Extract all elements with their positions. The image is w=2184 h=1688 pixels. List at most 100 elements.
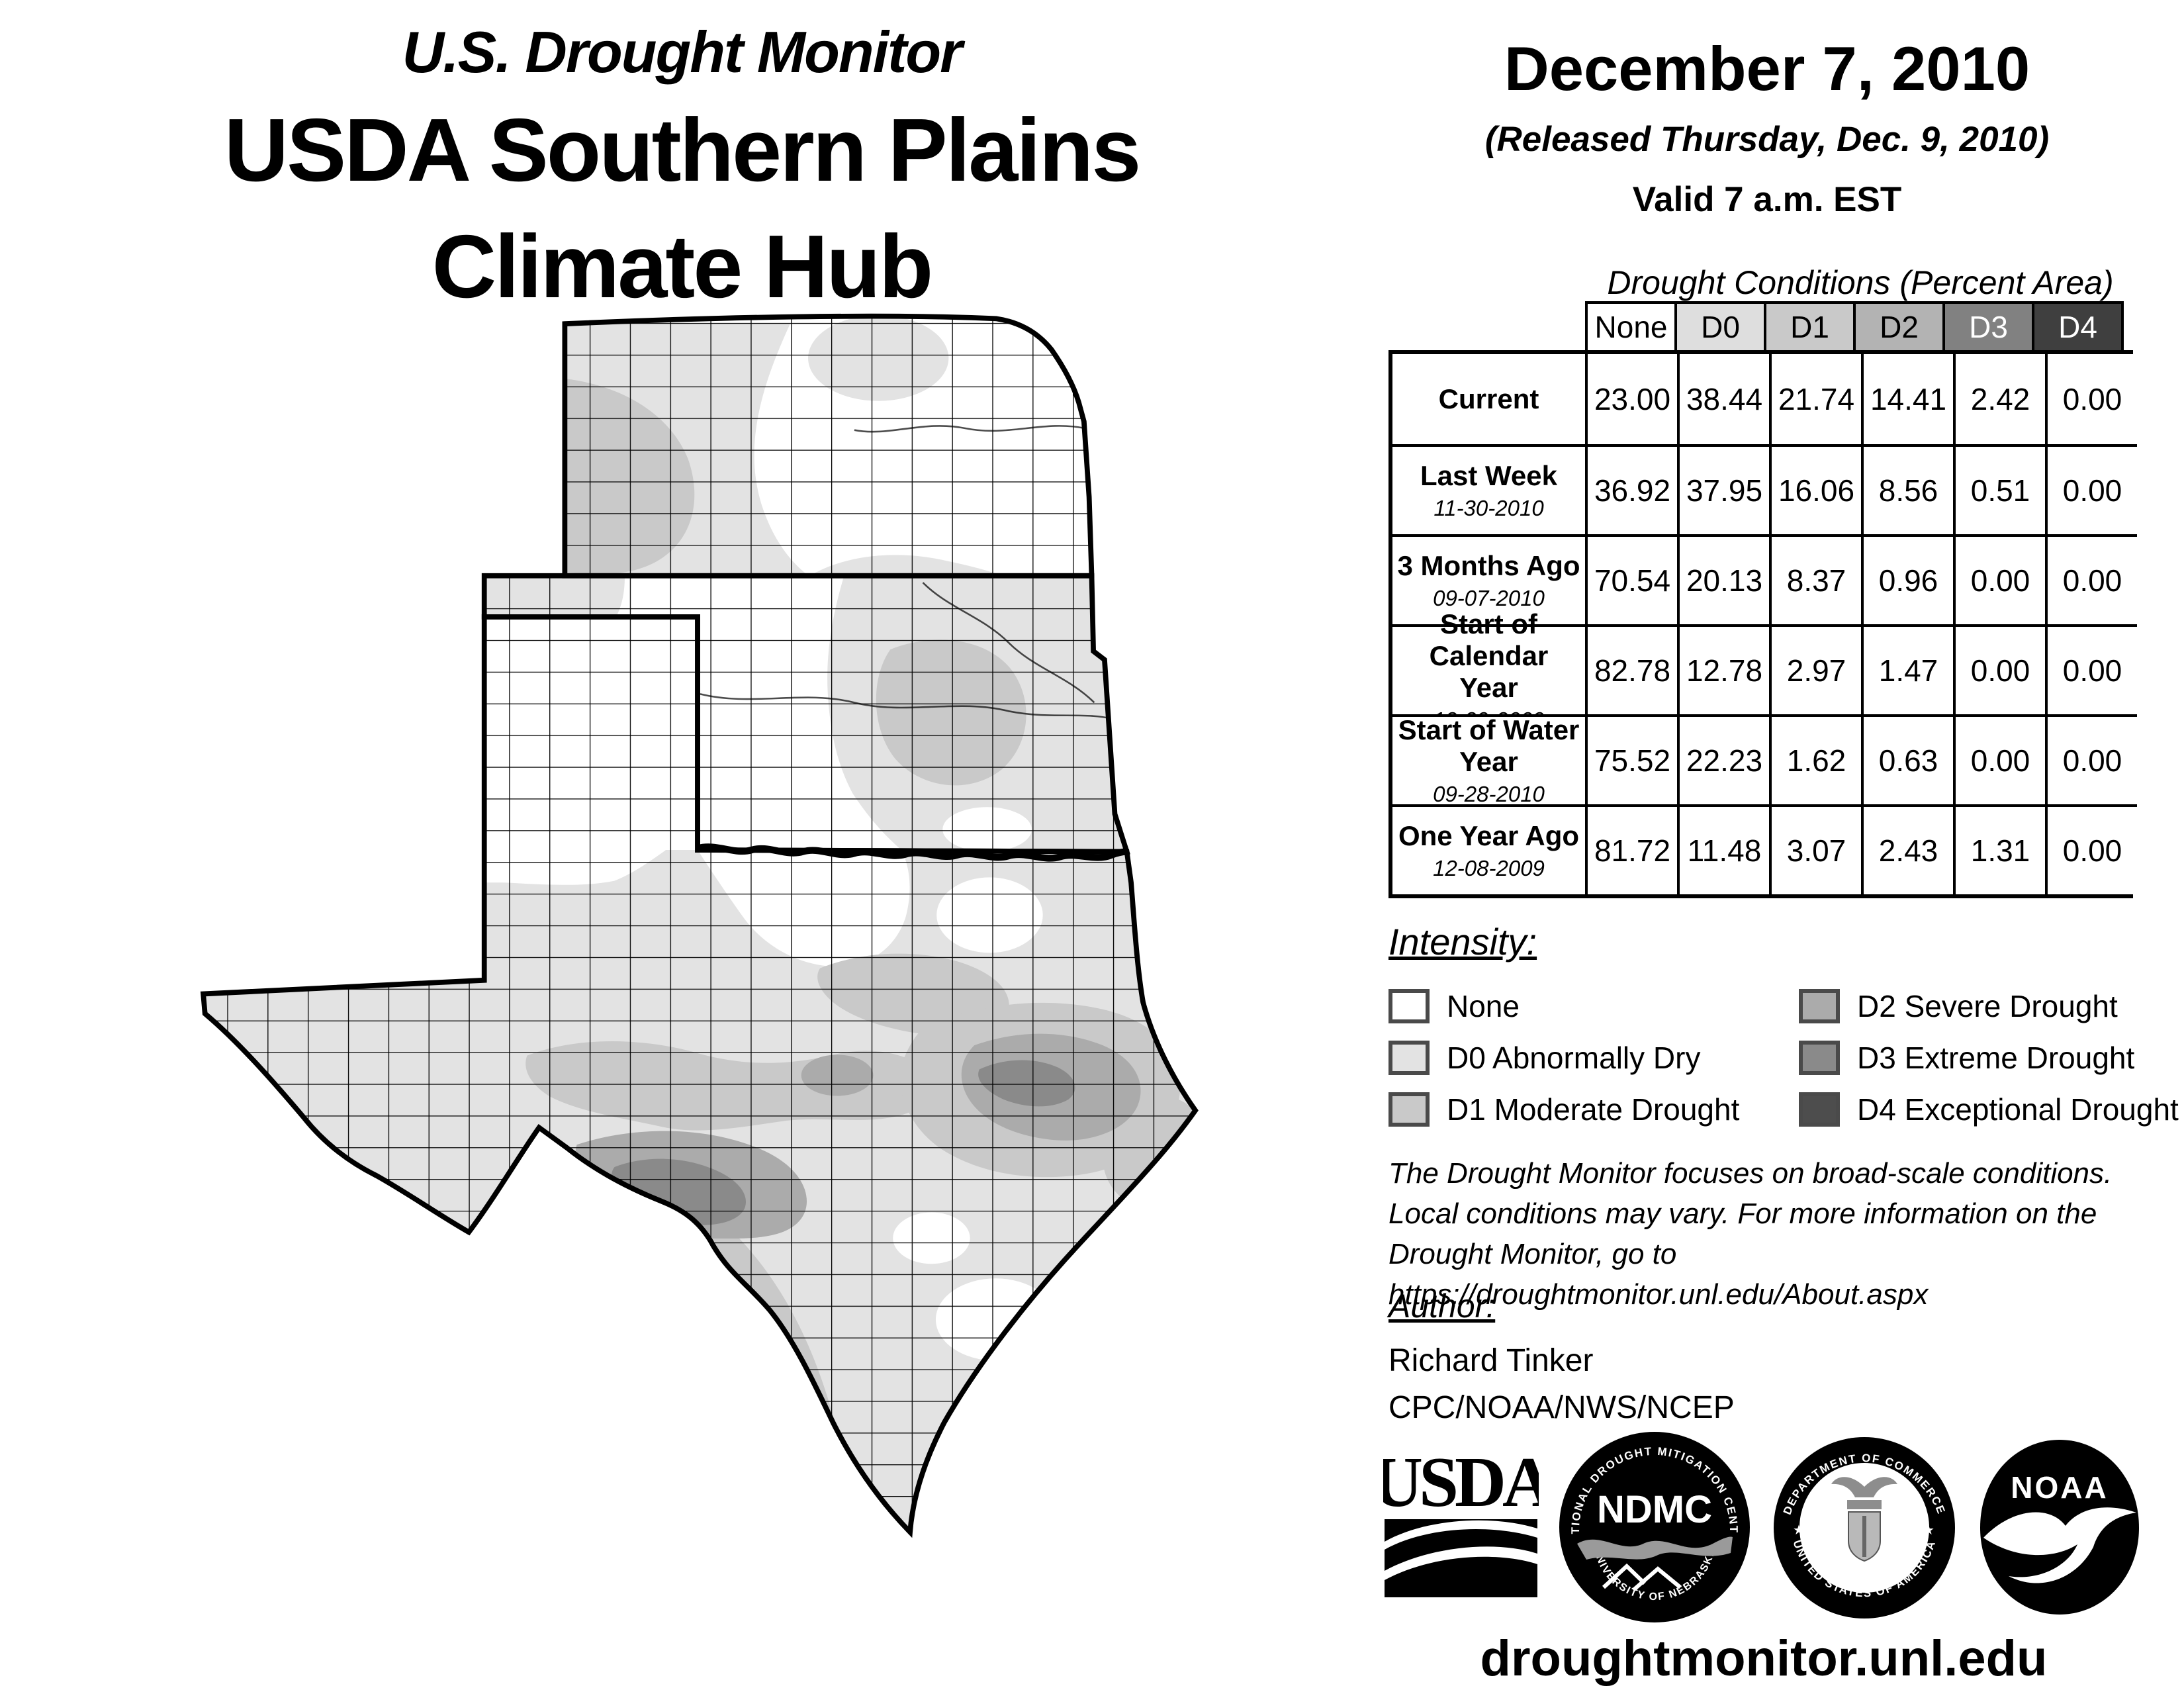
table-row-label: Current	[1392, 354, 1585, 444]
table-cell: 0.00	[2045, 534, 2137, 624]
usda-logo-svg: USDA	[1371, 1443, 1558, 1597]
legend-item-d1: D1 Moderate Drought	[1388, 1084, 1799, 1135]
drought-conditions-table: None D0 D1 D2 D3 D4 Current 23.00 38.44 …	[1388, 301, 2137, 898]
row-date-text: 09-07-2010	[1433, 586, 1545, 610]
legend-label-none: None	[1447, 989, 1520, 1023]
table-row-label: Start of Water Year 09-28-2010	[1392, 714, 1585, 806]
legend-chip-d0	[1388, 1041, 1430, 1075]
legend-label-d3: D3 Extreme Drought	[1857, 1041, 2135, 1075]
table-title: Drought Conditions (Percent Area)	[1607, 264, 2114, 301]
table-cell: 0.00	[1953, 714, 2045, 804]
table-cell: 1.31	[1953, 804, 2045, 894]
table-cell: 1.47	[1861, 624, 1953, 714]
ndmc-logo: NATIONAL DROUGHT MITIGATION CENTER UNIVE…	[1553, 1420, 1752, 1628]
table-cell: 70.54	[1585, 534, 1677, 624]
ndmc-wave	[1577, 1536, 1733, 1560]
usda-logo: USDA	[1371, 1443, 1558, 1614]
logo-row: USDA NATIONAL DROUGHT MITIGATION CENTER …	[1371, 1420, 2144, 1628]
red-river-border	[696, 843, 1127, 862]
drought-map	[66, 291, 1390, 1688]
date-block: December 7, 2010 (Released Thursday, Dec…	[1416, 33, 2118, 220]
table-cell: 0.00	[2045, 354, 2137, 444]
usda-wordmark: USDA	[1383, 1445, 1539, 1522]
table-cell: 82.78	[1585, 624, 1677, 714]
drought-map-svg	[200, 313, 1199, 1538]
table-header-row: None D0 D1 D2 D3 D4	[1585, 301, 2133, 353]
column-header-d2: D2	[1853, 301, 1945, 353]
arkansas-river	[922, 582, 1095, 704]
table-cell: 0.63	[1861, 714, 1953, 804]
column-header-d0: D0	[1674, 301, 1766, 353]
row-date-text: 11-30-2010	[1433, 496, 1544, 520]
table-cell: 2.42	[1953, 354, 2045, 444]
texas-border	[200, 614, 1199, 1538]
legend-label-d2: D2 Severe Drought	[1857, 989, 2118, 1023]
table-cell: 12.78	[1677, 624, 1769, 714]
table-cell: 8.37	[1769, 534, 1861, 624]
legend-item-none: None	[1388, 980, 1799, 1032]
table-body: Current 23.00 38.44 21.74 14.41 2.42 0.0…	[1388, 350, 2137, 898]
noaa-wordmark: NOAA	[2011, 1470, 2108, 1505]
author-heading: Author:	[1388, 1288, 1496, 1325]
legend-chip-d4	[1799, 1092, 1840, 1127]
state-kansas-fills	[565, 316, 1092, 576]
doc-star-right: ★	[1923, 1523, 1934, 1538]
row-date-text: 12-08-2009	[1433, 856, 1545, 880]
table-row-label: One Year Ago 12-08-2009	[1392, 804, 1585, 894]
ndmc-mountains	[1602, 1563, 1682, 1592]
column-header-d3: D3	[1942, 301, 2034, 353]
report-titles: U.S. Drought Monitor USDA Southern Plain…	[99, 19, 1264, 319]
author-name: Richard Tinker	[1388, 1343, 1594, 1378]
map-date: December 7, 2010	[1504, 34, 2030, 103]
doc-star-left: ★	[1793, 1523, 1805, 1538]
table-cell: 0.00	[1953, 624, 2045, 714]
doc-lighthouse	[1862, 1515, 1866, 1557]
kansas-county-grid	[565, 316, 1092, 576]
legend-chip-d1	[1388, 1092, 1430, 1127]
row-label-text: Current	[1438, 383, 1539, 414]
table-cell: 81.72	[1585, 804, 1677, 894]
table-cell: 37.95	[1677, 444, 1769, 534]
table-cell: 36.92	[1585, 444, 1677, 534]
doc-seal: DEPARTMENT OF COMMERCE UNITED STATES OF …	[1772, 1435, 1957, 1624]
legend-label-d1: D1 Moderate Drought	[1447, 1092, 1740, 1127]
table-cell: 16.06	[1769, 444, 1861, 534]
table-cell: 14.41	[1861, 354, 1953, 444]
table-row-label: 3 Months Ago 09-07-2010	[1392, 534, 1585, 624]
legend-label-d0: D0 Abnormally Dry	[1447, 1041, 1701, 1075]
doc-eagle	[1831, 1476, 1897, 1497]
table-row-label: Last Week 11-30-2010	[1392, 444, 1585, 534]
author-block: Author: Richard Tinker CPC/NOAA/NWS/NCEP	[1388, 1287, 1735, 1426]
table-cell: 0.00	[2045, 714, 2137, 804]
table-cell: 20.13	[1677, 534, 1769, 624]
legend-item-d0: D0 Abnormally Dry	[1388, 1032, 1799, 1084]
row-label-text: One Year Ago	[1398, 820, 1580, 851]
usda-swoosh-2	[1385, 1546, 1537, 1580]
kansas-border	[562, 313, 1095, 579]
noaa-logo: NOAA	[1976, 1438, 2144, 1620]
doc-shield-chief	[1846, 1499, 1882, 1509]
author-org: CPC/NOAA/NWS/NCEP	[1388, 1390, 1735, 1425]
intensity-heading: Intensity:	[1388, 921, 1537, 962]
legend-label-d4: D4 Exceptional Drought	[1857, 1092, 2179, 1127]
row-label-text: Start of Calendar Year	[1429, 608, 1549, 703]
row-label-text: Start of Water Year	[1398, 714, 1580, 777]
intensity-legend: Intensity: None D2 Severe Drought D0 Abn…	[1388, 920, 2179, 1135]
column-header-none: None	[1585, 301, 1677, 353]
table-cell: 2.43	[1861, 804, 1953, 894]
table-cell: 1.62	[1769, 714, 1861, 804]
ndmc-circle	[1559, 1432, 1751, 1622]
ndmc-wordmark: NDMC	[1597, 1488, 1712, 1531]
column-header-d1: D1	[1764, 301, 1856, 353]
table-cell: 0.00	[1953, 534, 2045, 624]
table-cell: 11.48	[1677, 804, 1769, 894]
table-cell: 0.00	[2045, 804, 2137, 894]
column-header-d4: D4	[2032, 301, 2124, 353]
table-cell: 23.00	[1585, 354, 1677, 444]
table-cell: 3.07	[1769, 804, 1861, 894]
legend-item-d4: D4 Exceptional Drought	[1799, 1084, 2179, 1135]
row-label-text: Last Week	[1420, 460, 1557, 491]
table-cell: 0.51	[1953, 444, 2045, 534]
legend-chip-d3	[1799, 1041, 1840, 1075]
